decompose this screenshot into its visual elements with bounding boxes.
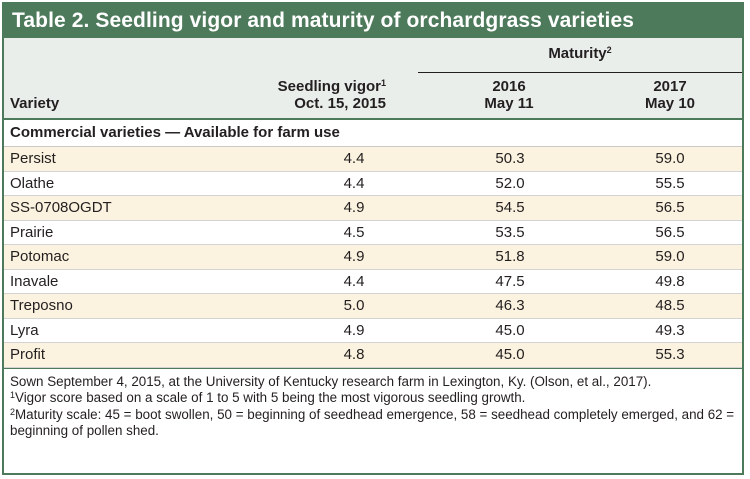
maturity-2017-cell: 49.8 xyxy=(655,272,685,290)
variety-cell: Inavale xyxy=(10,272,59,290)
seedling-vigor-date: Oct. 15, 2015 xyxy=(294,95,386,112)
maturity-2017-cell: 56.5 xyxy=(655,223,685,241)
table-row: Persist 4.4 50.3 59.0 xyxy=(4,147,742,172)
maturity-2017-cell: 56.5 xyxy=(655,199,685,216)
variety-cell: SS-0708OGDT xyxy=(10,199,112,216)
footnote-2-mark: 2 xyxy=(10,406,16,417)
footnote-1-mark: 1 xyxy=(10,390,16,400)
maturity-footnote-mark: 2 xyxy=(606,45,612,55)
maturity-2016-cell: 54.5 xyxy=(495,199,525,216)
vigor-cell: 5.0 xyxy=(343,297,365,314)
maturity-2017-header: 2017 May 10 xyxy=(610,78,730,112)
variety-cell: Persist xyxy=(10,150,56,167)
maturity-header: Maturity2 xyxy=(418,45,742,62)
vigor-cell: 4.4 xyxy=(343,272,365,290)
maturity-2016-cell: 47.5 xyxy=(495,272,525,290)
maturity-2016-header: 2016 May 11 xyxy=(449,78,569,112)
table-row: Treposno 5.0 46.3 48.5 xyxy=(4,294,742,319)
maturity-2017-cell: 55.3 xyxy=(655,346,685,363)
table-row: Inavale 4.4 47.5 49.8 xyxy=(4,270,742,294)
table-row: Olathe 4.4 52.0 55.5 xyxy=(4,172,742,196)
maturity-2016-year: 2016 xyxy=(492,78,526,95)
variety-cell: Lyra xyxy=(10,321,39,339)
variety-cell: Potomac xyxy=(10,248,70,265)
table-footnotes: Sown September 4, 2015, at the Universit… xyxy=(4,367,742,440)
table-row: Potomac 4.9 51.8 59.0 xyxy=(4,245,742,270)
footnote-1-text: Vigor score based on a scale of 1 to 5 w… xyxy=(15,390,526,405)
table-row: Lyra 4.9 45.0 49.3 xyxy=(4,319,742,343)
section-label: Commercial varieties — Available for far… xyxy=(4,120,742,147)
variety-cell: Olathe xyxy=(10,174,55,192)
maturity-2016-cell: 52.0 xyxy=(495,174,525,192)
maturity-rule xyxy=(418,72,742,73)
table-frame: Table 2. Seedling vigor and maturity of … xyxy=(2,2,744,475)
maturity-2016-date: May 11 xyxy=(484,95,534,112)
sowing-note: Sown September 4, 2015, at the Universit… xyxy=(10,373,652,389)
vigor-cell: 4.9 xyxy=(343,199,365,216)
maturity-label: Maturity xyxy=(548,45,607,62)
vigor-cell: 4.9 xyxy=(343,321,365,339)
maturity-2016-cell: 50.3 xyxy=(495,150,525,167)
vigor-footnote-mark: 1 xyxy=(380,78,386,88)
maturity-2017-date: May 10 xyxy=(644,95,696,112)
maturity-2017-cell: 48.5 xyxy=(655,297,685,314)
maturity-2017-cell: 55.5 xyxy=(655,174,685,192)
maturity-2017-cell: 59.0 xyxy=(655,150,685,167)
maturity-2016-cell: 46.3 xyxy=(495,297,525,314)
seedling-vigor-label: Seedling vigor xyxy=(277,78,381,95)
maturity-2016-cell: 51.8 xyxy=(495,248,525,265)
maturity-2016-cell: 53.5 xyxy=(495,223,525,241)
vigor-cell: 4.4 xyxy=(343,174,365,192)
maturity-2016-cell: 45.0 xyxy=(495,346,525,363)
maturity-2016-cell: 45.0 xyxy=(495,321,525,339)
table-title: Table 2. Seedling vigor and maturity of … xyxy=(4,4,742,38)
maturity-2017-cell: 49.3 xyxy=(655,321,685,339)
variety-cell: Profit xyxy=(10,346,46,363)
footnote-1: 1Vigor score based on a scale of 1 to 5 … xyxy=(10,390,736,407)
vigor-cell: 4.5 xyxy=(343,223,365,241)
table-row: Prairie 4.5 53.5 56.5 xyxy=(4,221,742,245)
vigor-cell: 4.4 xyxy=(343,150,365,167)
table-body: Persist 4.4 50.3 59.0 Olathe 4.4 52.0 55… xyxy=(4,147,742,368)
table-row: Profit 4.8 45.0 55.3 xyxy=(4,343,742,368)
variety-header: Variety xyxy=(10,95,60,112)
seedling-vigor-header: Seedling vigor1 Oct. 15, 2015 xyxy=(278,78,386,112)
variety-cell: Prairie xyxy=(10,223,54,241)
variety-cell: Treposno xyxy=(10,297,73,314)
footnote-2-text: Maturity scale: 45 = boot swollen, 50 = … xyxy=(10,406,735,439)
vigor-cell: 4.8 xyxy=(343,346,365,363)
footnote-2: 2Maturity scale: 45 = boot swollen, 50 =… xyxy=(10,407,736,440)
table-header: Maturity2 Variety Seedling vigor1 Oct. 1… xyxy=(4,38,742,120)
table-row: SS-0708OGDT 4.9 54.5 56.5 xyxy=(4,196,742,221)
maturity-2017-year: 2017 xyxy=(653,78,687,95)
vigor-cell: 4.9 xyxy=(343,248,365,265)
maturity-2017-cell: 59.0 xyxy=(655,248,685,265)
